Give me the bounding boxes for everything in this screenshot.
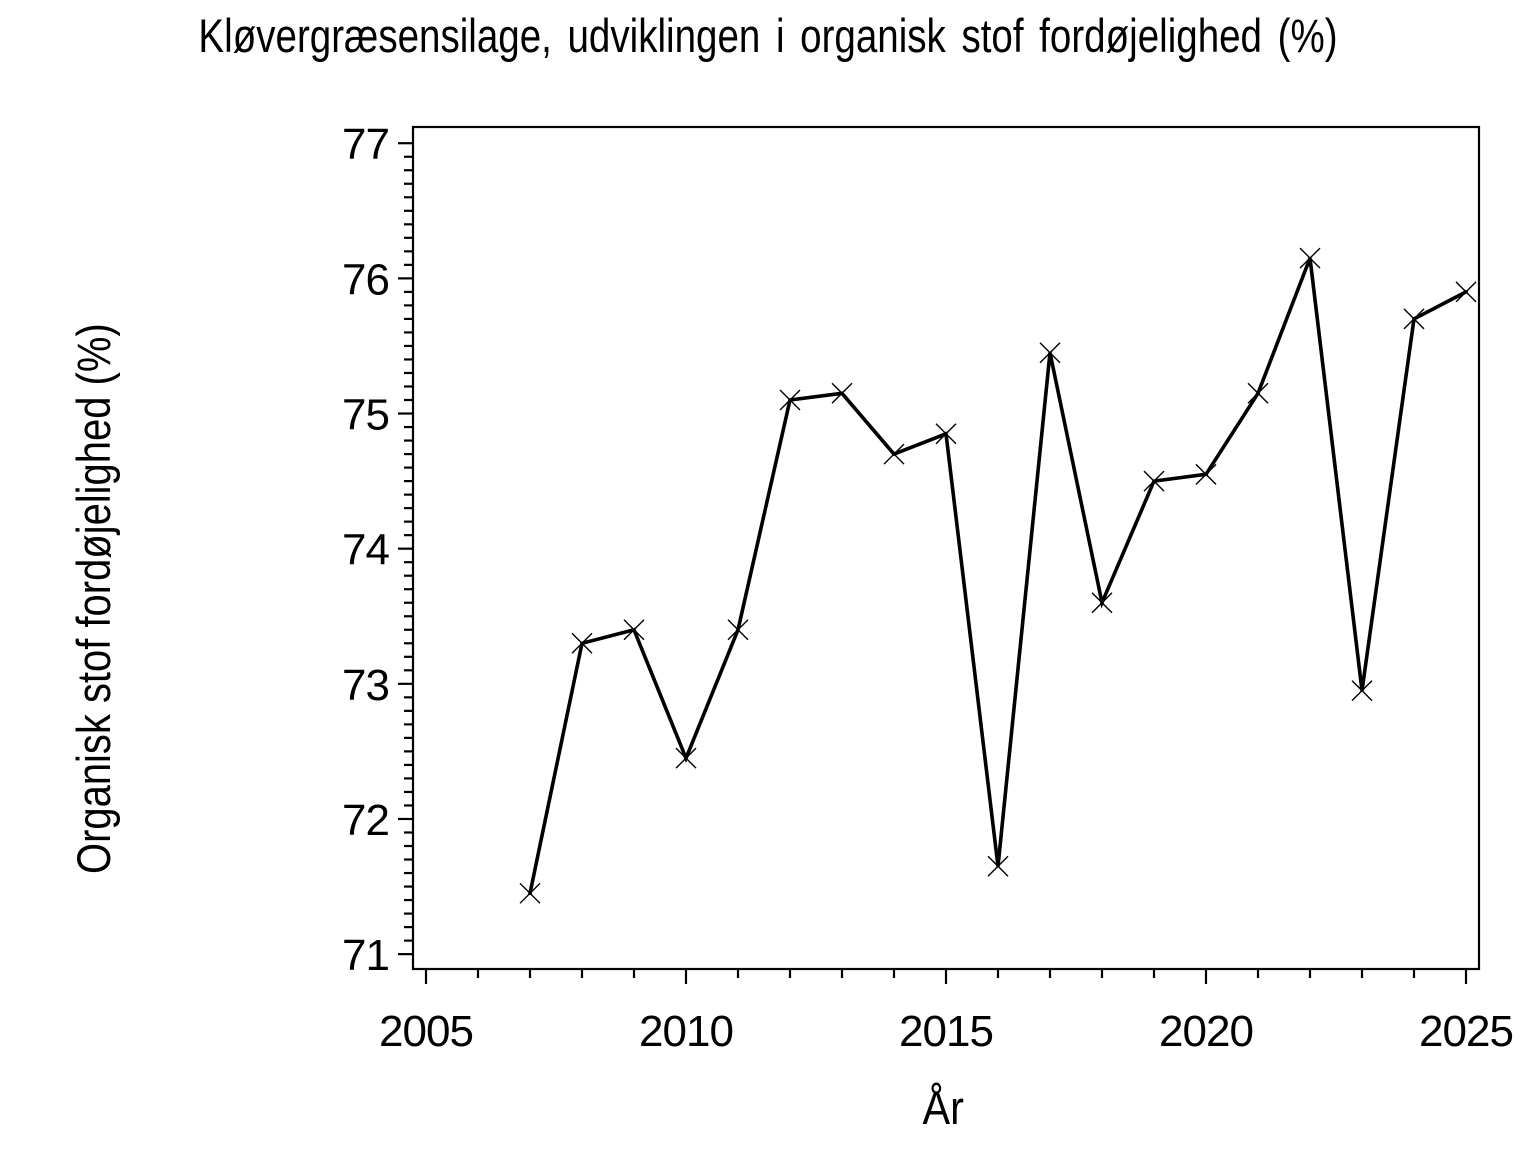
data-point-marker	[571, 632, 593, 654]
data-point-marker	[1455, 281, 1477, 303]
x-axis-tick-label: 2020	[1159, 1007, 1253, 1056]
plot-frame	[411, 125, 1481, 971]
data-point-marker	[1403, 308, 1425, 330]
y-axis-tick-label: 74	[342, 526, 389, 575]
y-axis-tick-label: 73	[342, 661, 389, 710]
data-point-marker	[987, 855, 1009, 877]
data-series-line	[528, 257, 1468, 896]
y-axis-tick-label: 76	[342, 255, 389, 304]
data-point-marker	[1247, 382, 1269, 404]
data-point-marker	[1299, 247, 1321, 269]
x-axis-tick-label: 2015	[899, 1007, 993, 1056]
x-axis-title: År	[922, 1081, 964, 1134]
data-point-marker	[1039, 342, 1061, 364]
y-axis-tick-label: 71	[342, 931, 389, 980]
y-axis-tick-label: 77	[342, 120, 389, 169]
data-point-marker	[779, 389, 801, 411]
data-point-marker	[831, 382, 853, 404]
x-axis-tick-label: 2025	[1419, 1007, 1513, 1056]
data-point-marker	[623, 619, 645, 641]
y-axis-tick-label: 75	[342, 391, 389, 440]
data-point-marker	[1091, 592, 1113, 614]
chart-title: Kløvergræsensilage, udviklingen i organi…	[198, 9, 1338, 62]
x-axis-tick-label: 2005	[379, 1007, 473, 1056]
y-axis-tick-label: 72	[342, 796, 389, 845]
x-axis-tick-label: 2010	[639, 1007, 733, 1056]
data-point-marker	[883, 443, 905, 465]
data-point-marker	[1195, 463, 1217, 485]
data-point-marker	[1351, 680, 1373, 702]
data-point-marker	[675, 747, 697, 769]
data-point-marker	[519, 882, 541, 904]
data-point-marker	[1143, 470, 1165, 492]
data-point-marker	[727, 619, 749, 641]
data-point-marker	[935, 423, 957, 445]
